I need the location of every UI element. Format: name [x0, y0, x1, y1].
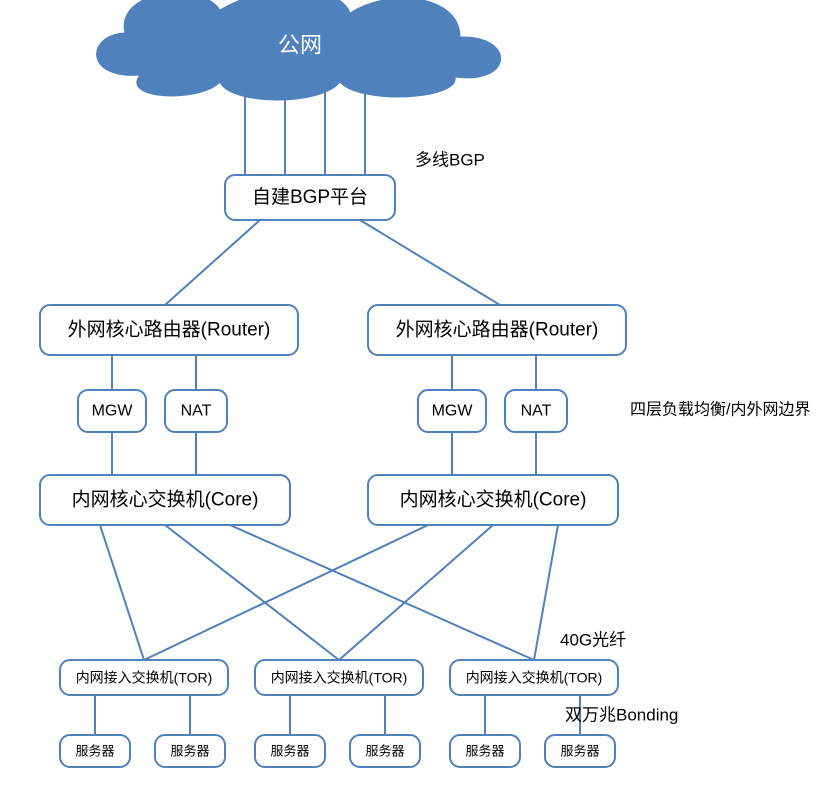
node-label: 自建BGP平台 — [252, 186, 368, 208]
cloud-node: 公网 — [97, 0, 501, 100]
node-mgwR: MGW — [418, 390, 486, 432]
edge — [339, 525, 493, 660]
edge — [100, 525, 144, 660]
node-natR: NAT — [505, 390, 567, 432]
annotation-l4_label: 四层负载均衡/内外网边界 — [630, 401, 810, 419]
node-tor3: 内网接入交换机(TOR) — [450, 660, 618, 695]
edge — [165, 525, 339, 660]
node-label: 内网接入交换机(TOR) — [271, 670, 408, 686]
cloud-label: 公网 — [278, 33, 322, 58]
node-label: MGW — [92, 403, 134, 420]
node-tor2: 内网接入交换机(TOR) — [255, 660, 423, 695]
node-srv2: 服务器 — [155, 735, 225, 767]
network-diagram: 公网自建BGP平台外网核心路由器(Router) 外网核心路由器(Router) M… — [0, 0, 835, 799]
node-routerR: 外网核心路由器(Router) — [368, 305, 626, 355]
node-label: 服务器 — [170, 744, 209, 759]
node-label: 服务器 — [270, 744, 309, 759]
node-coreR: 内网核心交换机(Core) — [368, 475, 618, 525]
node-srv1: 服务器 — [60, 735, 130, 767]
node-label: NAT — [181, 403, 212, 420]
node-label: 内网接入交换机(TOR) — [76, 670, 213, 686]
node-routerL: 外网核心路由器(Router) — [40, 305, 298, 355]
node-label: 外网核心路由器(Router) — [396, 319, 599, 341]
node-coreL: 内网核心交换机(Core) — [40, 475, 290, 525]
node-label: 内网核心交换机(Core) — [72, 489, 259, 511]
node-srv3: 服务器 — [255, 735, 325, 767]
node-srv6: 服务器 — [545, 735, 615, 767]
node-label: MGW — [432, 403, 474, 420]
edge — [144, 525, 428, 660]
annotation-bonding_label: 双万兆Bonding — [565, 706, 678, 725]
edge — [165, 220, 260, 305]
annotation-bgp_label: 多线BGP — [415, 151, 485, 170]
node-srv4: 服务器 — [350, 735, 420, 767]
annotation-fiber_label: 40G光纤 — [560, 631, 626, 650]
node-label: 内网核心交换机(Core) — [400, 489, 587, 511]
node-label: 服务器 — [465, 744, 504, 759]
node-label: 内网接入交换机(TOR) — [466, 670, 603, 686]
node-label: 外网核心路由器(Router) — [68, 319, 271, 341]
node-bgp: 自建BGP平台 — [225, 175, 395, 220]
node-srv5: 服务器 — [450, 735, 520, 767]
edge — [230, 525, 534, 660]
node-label: 服务器 — [75, 744, 114, 759]
node-tor1: 内网接入交换机(TOR) — [60, 660, 228, 695]
edge — [534, 525, 558, 660]
node-label: NAT — [521, 403, 552, 420]
node-natL: NAT — [165, 390, 227, 432]
node-mgwL: MGW — [78, 390, 146, 432]
node-label: 服务器 — [365, 744, 404, 759]
edge — [360, 220, 500, 305]
node-label: 服务器 — [560, 744, 599, 759]
